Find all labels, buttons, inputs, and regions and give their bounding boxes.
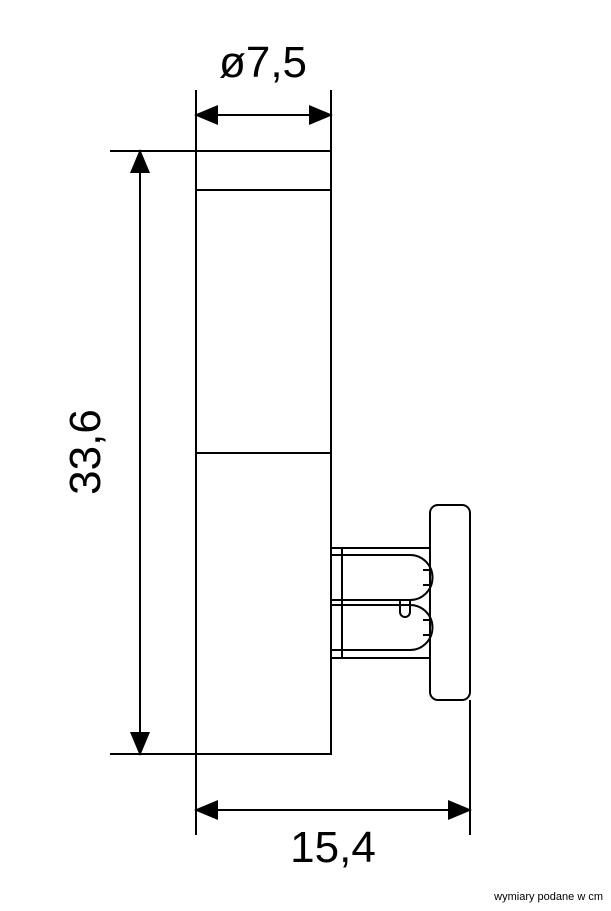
mount-plate [430,505,470,700]
dimension-drawing: ø7,5 33,6 15,4 [0,0,611,911]
height-label: 33,6 [61,409,110,495]
arm-tube-2 [331,605,433,650]
product-outline [196,151,470,754]
dimension-height [110,151,196,754]
units-footnote: wymiary podane w cm [494,891,603,903]
arm-hook [400,600,410,617]
dimension-width [196,700,470,835]
width-label: 15,4 [290,823,376,872]
arm-tube-1 [331,555,433,600]
dimension-diameter [196,90,331,151]
diameter-label: ø7,5 [219,38,307,87]
